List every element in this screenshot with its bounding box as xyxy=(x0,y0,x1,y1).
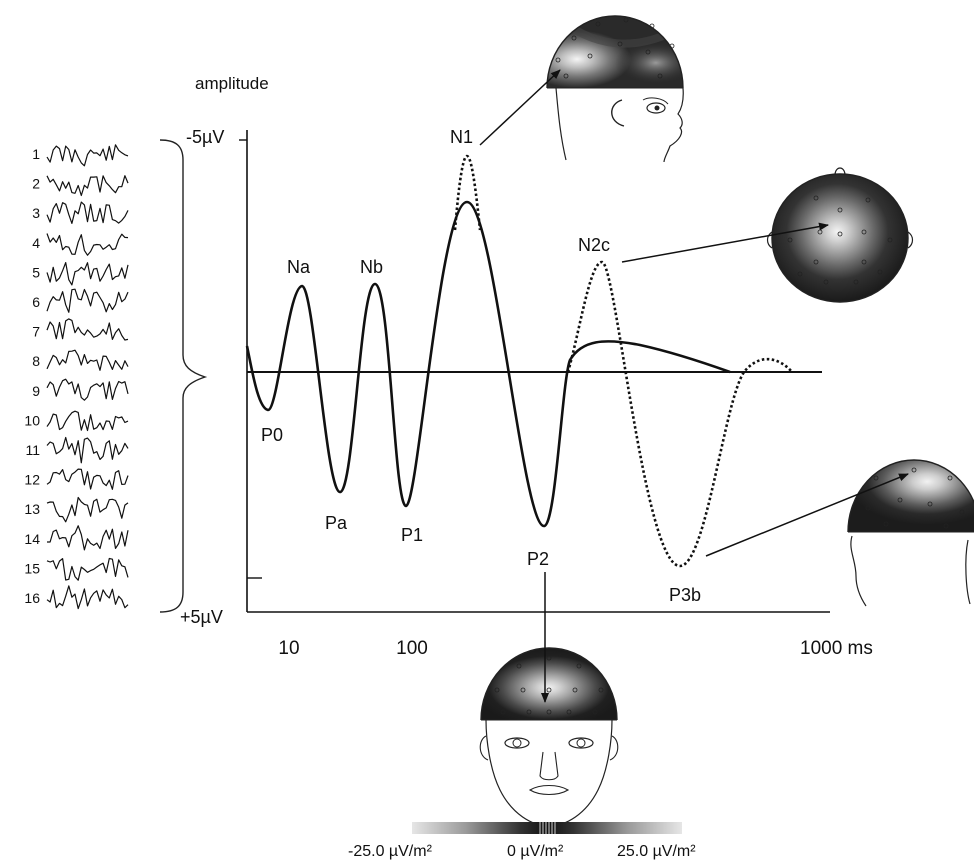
y-bottom-label: +5µV xyxy=(180,607,223,627)
single-trial-trace xyxy=(46,436,129,464)
peak-label-n2c: N2c xyxy=(578,235,610,255)
peak-label-na: Na xyxy=(287,257,311,277)
x-tick-1000: 1000 ms xyxy=(800,638,873,659)
erp-waveform-dotted xyxy=(453,154,482,231)
single-trial-trace xyxy=(46,585,129,610)
channel-label: 3 xyxy=(32,205,40,221)
topography-n2c-top-head xyxy=(766,167,914,303)
channel-label: 13 xyxy=(24,501,40,517)
x-tick-100: 100 xyxy=(396,638,428,659)
single-trial-trace xyxy=(46,318,129,341)
arrow-p3b-to-head xyxy=(705,473,909,557)
single-trial-trace xyxy=(46,262,129,286)
topography-p3b-back-head xyxy=(847,459,974,607)
colorbar-mid-label: 0 µV/m² xyxy=(507,843,564,860)
erp-waveform-solid xyxy=(245,200,731,528)
peak-label-p3b: P3b xyxy=(669,585,701,605)
channel-label: 8 xyxy=(32,353,40,369)
grouping-brace xyxy=(159,139,208,613)
arrow-n1-to-head xyxy=(479,69,561,146)
colorbar-max-label: 25.0 µV/m² xyxy=(617,843,696,860)
channel-label: 4 xyxy=(32,235,40,251)
channel-label: 7 xyxy=(32,324,40,340)
single-trial-trace xyxy=(46,468,129,490)
erp-waveform-dotted-late xyxy=(566,260,793,568)
colorbar-center-ticks xyxy=(539,822,556,834)
y-axis-label: amplitude xyxy=(195,74,269,93)
channel-label: 9 xyxy=(32,383,40,399)
peak-label-pa: Pa xyxy=(325,513,348,533)
single-trial-trace xyxy=(46,201,129,224)
channel-label: 2 xyxy=(32,176,40,192)
topography-p2-front-head xyxy=(479,647,619,827)
y-top-label: -5µV xyxy=(186,127,224,147)
peak-label-p1: P1 xyxy=(401,525,423,545)
x-tick-10: 10 xyxy=(278,638,299,659)
channel-label: 14 xyxy=(24,531,40,547)
channel-label: 1 xyxy=(32,146,40,162)
single-trial-trace xyxy=(46,175,129,197)
single-trial-trace xyxy=(46,410,129,432)
channel-label: 11 xyxy=(25,442,40,458)
channel-label: 16 xyxy=(24,590,40,606)
channel-label: 5 xyxy=(32,264,40,280)
single-trial-trace xyxy=(46,144,129,167)
single-trial-trace xyxy=(46,233,129,256)
single-trial-trace xyxy=(46,378,129,401)
colorbar-min-label: -25.0 µV/m² xyxy=(348,843,433,860)
arrow-n2c-to-head xyxy=(621,222,829,263)
peak-label-n1: N1 xyxy=(450,127,473,147)
single-trial-trace xyxy=(46,496,129,523)
single-trial-trace xyxy=(46,557,129,581)
channel-label: 10 xyxy=(24,412,40,428)
peak-label-p0: P0 xyxy=(261,425,283,445)
peak-label-p2: P2 xyxy=(527,549,549,569)
single-trial-trace xyxy=(47,525,129,551)
single-trial-trace xyxy=(46,349,129,371)
single-trial-trace xyxy=(46,288,129,313)
channel-label: 12 xyxy=(24,472,40,488)
colorbar xyxy=(412,822,682,834)
topography-n1-side-head xyxy=(546,15,684,163)
channel-label: 6 xyxy=(32,294,40,310)
channel-label: 15 xyxy=(24,560,40,576)
peak-label-nb: Nb xyxy=(360,257,383,277)
